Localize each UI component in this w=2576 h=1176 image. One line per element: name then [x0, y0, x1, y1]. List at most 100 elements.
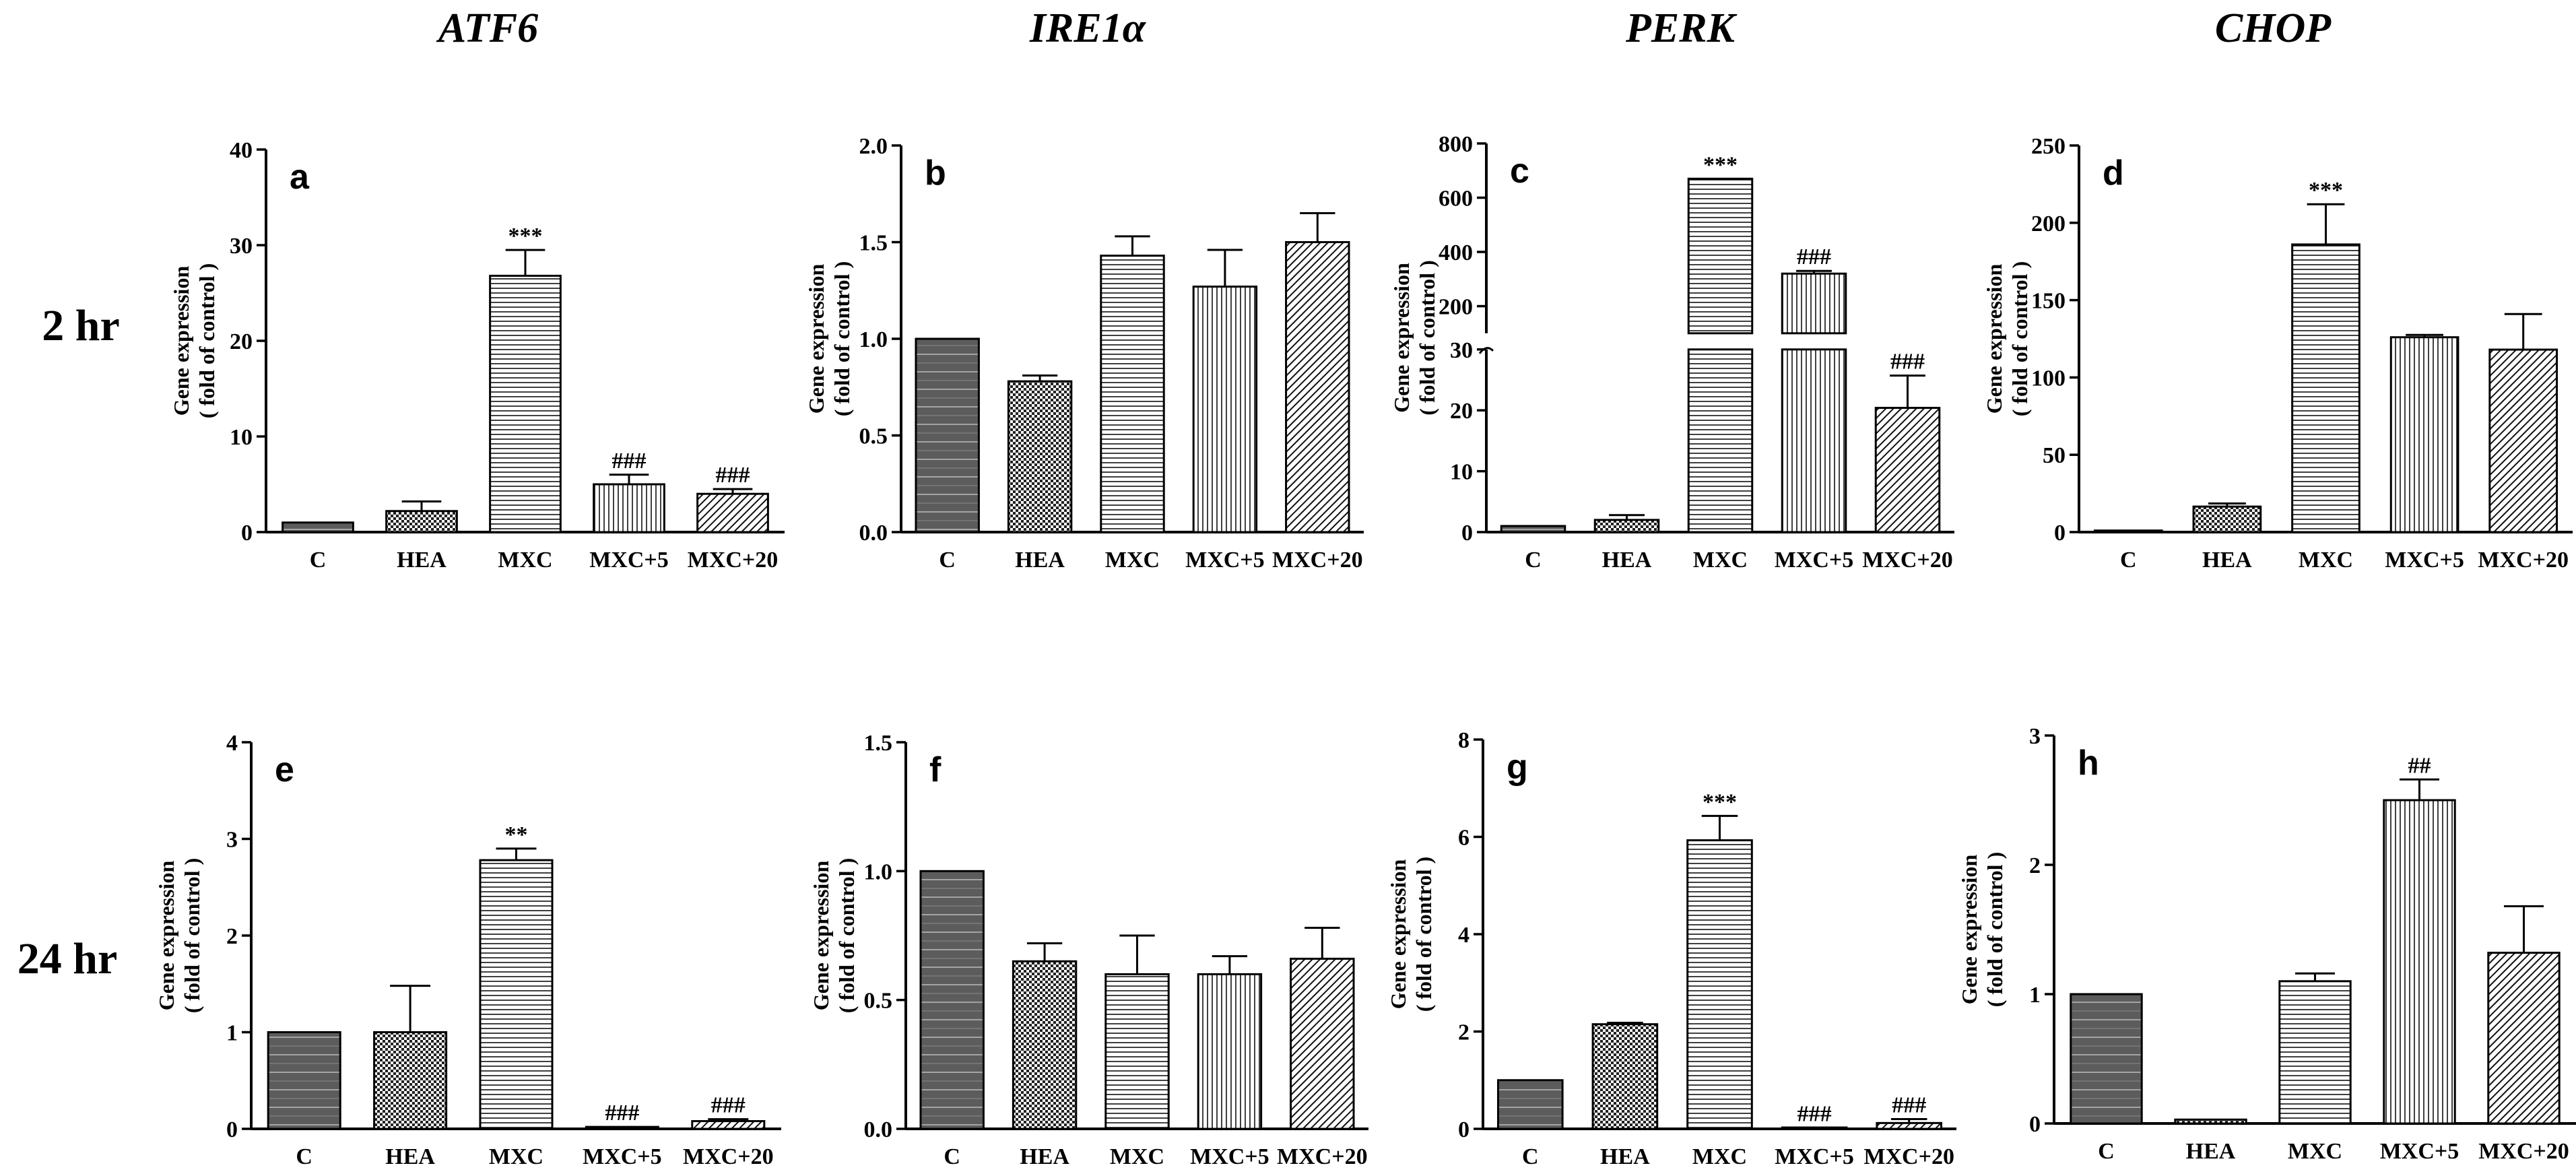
y-axis-label-line2: ( fold of control ) [1412, 857, 1436, 1012]
row-label-24hr: 24 hr [18, 934, 118, 983]
column-title-chop: CHOP [2215, 5, 2332, 51]
y-tick-label: 50 [2043, 443, 2066, 468]
y-tick-label: 2 [2029, 853, 2041, 878]
y-tick-label: 0.0 [859, 521, 888, 546]
panel-d: 0 50 100 150 200 250 Gene expression( fold of … [1982, 134, 2573, 573]
y-axis-label-line1: Gene expression [804, 264, 828, 414]
y-tick-label: 2 [226, 924, 238, 949]
column-title-perk: PERK [1625, 5, 1738, 51]
y-tick-label: 0 [241, 521, 253, 546]
x-tick-label-c: C [2120, 548, 2137, 573]
y-axis-label: Gene expression( fold of control ) [169, 263, 219, 418]
y-tick-label: 20 [230, 329, 253, 354]
panel-label: h [2078, 744, 2099, 783]
y-axis-label: Gene expression( fold of control ) [1982, 261, 2032, 416]
column-title-ire1a: IRE1α [1029, 5, 1147, 51]
bar-mxc5 [2383, 799, 2456, 1125]
y-tick-label: 800 [1439, 132, 1473, 157]
y-axis-label-line2: ( fold of control ) [195, 263, 219, 418]
x-tick-label-c: C [310, 548, 327, 573]
y-tick-label: 0.5 [864, 989, 893, 1014]
bar-mxc20 [1290, 957, 1355, 1130]
bar-mxc5 [1192, 286, 1258, 533]
y-axis-label-line1: Gene expression [154, 861, 178, 1011]
bar-c [282, 521, 354, 533]
y-tick-label: 1.0 [859, 327, 888, 352]
panel-c: 0 10 20 30 200 400 600 800 Gene expression( fold… [1389, 132, 1954, 573]
x-tick-label-c: C [1525, 548, 1542, 573]
x-tick-label-mxc20: MXC+20 [683, 1144, 774, 1169]
axis-break-mark [1478, 347, 1494, 354]
bar-mxc [2291, 243, 2360, 533]
bar-c [2070, 993, 2143, 1125]
x-tick-label-hea: HEA [397, 548, 447, 573]
y-tick-label: 150 [2031, 289, 2066, 314]
y-tick-label: 0 [1458, 1117, 1469, 1142]
y-axis-label: Gene expression( fold of control ) [1389, 260, 1439, 415]
x-tick-label-mxc: MXC [1693, 548, 1748, 573]
bar-mxc [2278, 980, 2352, 1125]
x-tick-label-c: C [944, 1144, 960, 1169]
bar-mxc [489, 274, 562, 533]
y-axis-label-line1: Gene expression [1386, 859, 1410, 1010]
panel-e: 0 1 2 3 4 Gene expression( fold of control ) e… [154, 731, 781, 1169]
bar-hea [2174, 1118, 2247, 1125]
y-tick-label: 3 [2029, 724, 2041, 749]
panel-label: e [275, 750, 294, 789]
y-tick-label: 100 [2031, 366, 2066, 391]
y-tick-label: 4 [226, 731, 238, 756]
x-tick-label-hea: HEA [1015, 548, 1065, 573]
y-tick-label: 1 [2029, 983, 2041, 1008]
panel-label: f [929, 750, 942, 789]
y-tick-label: 400 [1439, 240, 1473, 265]
y-tick-label: 6 [1458, 826, 1469, 851]
y-tick-label: 10 [230, 425, 253, 450]
column-title-atf6: ATF6 [436, 5, 538, 51]
x-tick-label-hea: HEA [385, 1144, 435, 1169]
x-tick-label-mxc5: MXC+5 [2385, 548, 2464, 573]
y-tick-label: 30 [230, 234, 253, 259]
y-tick-label: 8 [1458, 728, 1469, 753]
x-tick-label-mxc5: MXC+5 [589, 548, 669, 573]
y-axis-label-line2: ( fold of control ) [180, 858, 204, 1013]
panel-f: 0.0 0.5 1.0 1.5 Gene expression( fold of con… [809, 731, 1368, 1169]
y-tick-label: 250 [2031, 134, 2066, 159]
significance-mxc5: ## [2408, 753, 2431, 778]
bar-mxc20 [696, 492, 769, 533]
panel-label: d [2103, 154, 2124, 193]
bar-hea [385, 510, 458, 533]
bar-hea [1591, 1023, 1659, 1130]
y-tick-label: 4 [1458, 923, 1469, 948]
row-label-2hr: 2 hr [42, 301, 120, 350]
y-axis-label-line1: Gene expression [1957, 855, 1981, 1005]
x-tick-label-mxc20: MXC+20 [1862, 548, 1953, 573]
significance-mxc5: ### [605, 1101, 639, 1125]
y-tick-label: 0.0 [864, 1117, 893, 1142]
significance-mxc: *** [1703, 789, 1737, 814]
x-tick-label-mxc20: MXC+20 [2478, 548, 2569, 573]
panel-label: g [1507, 748, 1528, 787]
x-tick-label-c: C [1522, 1144, 1539, 1169]
significance-mxc: *** [1703, 152, 1738, 177]
y-tick-label: 1.0 [864, 859, 893, 884]
panel-label: a [290, 158, 310, 197]
significance-mxc5: ### [1797, 1102, 1832, 1127]
y-axis-label-line2: ( fold of control ) [1983, 852, 2007, 1007]
y-tick-label: 1.5 [859, 231, 888, 256]
x-tick-label-c: C [939, 548, 956, 573]
y-tick-label: 0 [226, 1117, 238, 1142]
x-tick-label-hea: HEA [1602, 548, 1652, 573]
x-tick-label-hea: HEA [2186, 1139, 2236, 1164]
bar-mxc20 [1874, 407, 1941, 533]
y-axis-label-line1: Gene expression [1389, 263, 1414, 413]
y-axis-label: Gene expression( fold of control ) [1386, 857, 1436, 1012]
significance-mxc5: ### [1797, 244, 1831, 269]
y-axis-label-line1: Gene expression [1982, 264, 2006, 414]
y-tick-label: 1.5 [864, 731, 893, 756]
x-tick-label-mxc5: MXC+5 [1775, 548, 1854, 573]
panel-a: 0 10 20 30 40 Gene expression( fold of contro… [169, 138, 785, 573]
x-tick-label-mxc5: MXC+5 [1185, 548, 1265, 573]
x-tick-label-hea: HEA [2202, 548, 2252, 573]
bar-c [915, 337, 980, 533]
bar-mxc5 [2389, 336, 2459, 533]
